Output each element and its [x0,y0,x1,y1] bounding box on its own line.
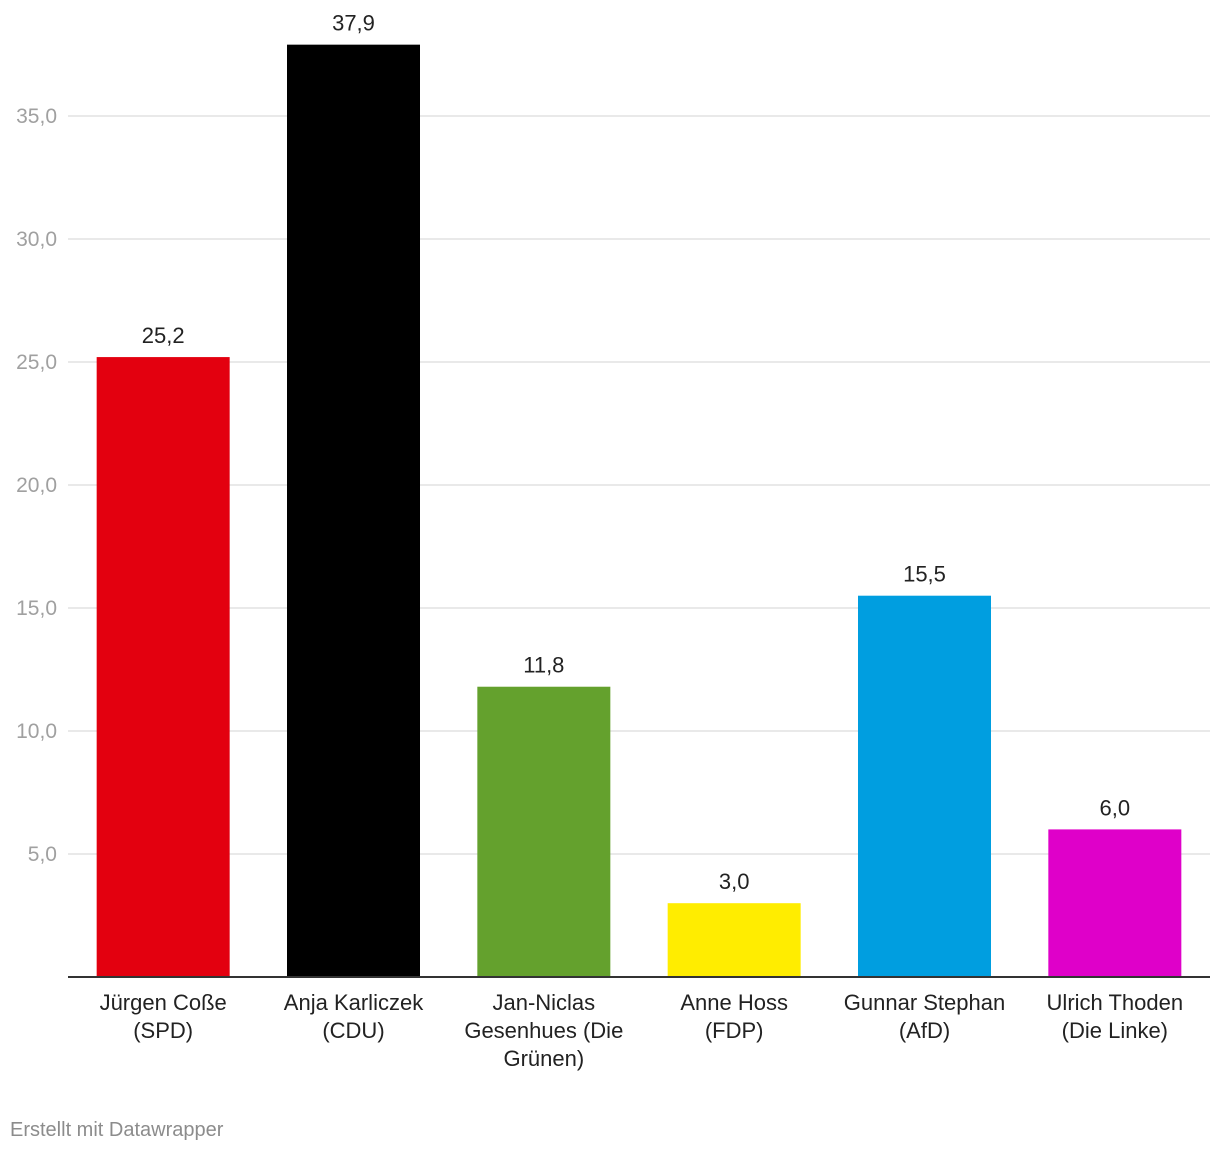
category-label-line: Anne Hoss [680,990,788,1015]
category-label-line: Gunnar Stephan [844,990,1005,1015]
bar [858,595,991,977]
category-label-line: Gesenhues (Die [464,1018,623,1043]
category-label-line: (FDP) [705,1018,764,1043]
y-tick-label: 10,0 [16,720,57,743]
bar [667,903,801,977]
value-label: 37,9 [332,11,375,36]
category-label-line: Anja Karliczek [284,990,424,1015]
y-tick-label: 20,0 [16,474,57,497]
category-label-line: (SPD) [133,1018,193,1043]
bar [477,686,611,977]
y-tick-label: 35,0 [16,105,57,128]
bars [96,44,1182,978]
x-axis-category-labels: Jürgen Coße (SPD) Anja Karliczek (CDU) Jan-N… [100,990,1184,1071]
category-label-line: Ulrich Thoden [1047,990,1184,1015]
category-label: Jürgen Coße (SPD) [100,990,227,1043]
y-tick-label: 25,0 [16,351,57,374]
category-label: Anja Karliczek (CDU) [284,990,424,1043]
grid-lines [68,115,1210,855]
category-label-line: Grünen) [503,1046,584,1071]
bar [287,44,420,978]
category-label-line: (AfD) [899,1018,950,1043]
category-label-line: (CDU) [322,1018,384,1043]
category-label-line: Jan-Niclas [492,990,595,1015]
value-label: 3,0 [719,869,750,894]
y-tick-label: 15,0 [16,597,57,620]
category-label-line: Jürgen Coße [100,990,227,1015]
category-label: Jan-Niclas Gesenhues (Die Grünen) [464,990,623,1071]
value-labels: 25,2 37,9 11,8 3,0 15,5 6,0 [142,11,1130,895]
category-label: Gunnar Stephan (AfD) [844,990,1005,1043]
y-tick-label: 5,0 [28,843,57,866]
value-label: 11,8 [523,653,564,678]
value-label: 15,5 [903,562,946,587]
y-axis-tick-labels: 5,0 10,0 15,0 20,0 25,0 30,0 35,0 [16,105,57,866]
y-tick-label: 30,0 [16,228,57,251]
category-label: Ulrich Thoden (Die Linke) [1047,990,1184,1043]
category-label: Anne Hoss (FDP) [680,990,788,1043]
category-label-line: (Die Linke) [1062,1018,1168,1043]
bar [96,357,230,978]
value-label: 6,0 [1100,795,1131,820]
value-label: 25,2 [142,323,185,348]
datawrapper-credit: Erstellt mit Datawrapper [10,1119,224,1141]
bar [1048,829,1182,977]
